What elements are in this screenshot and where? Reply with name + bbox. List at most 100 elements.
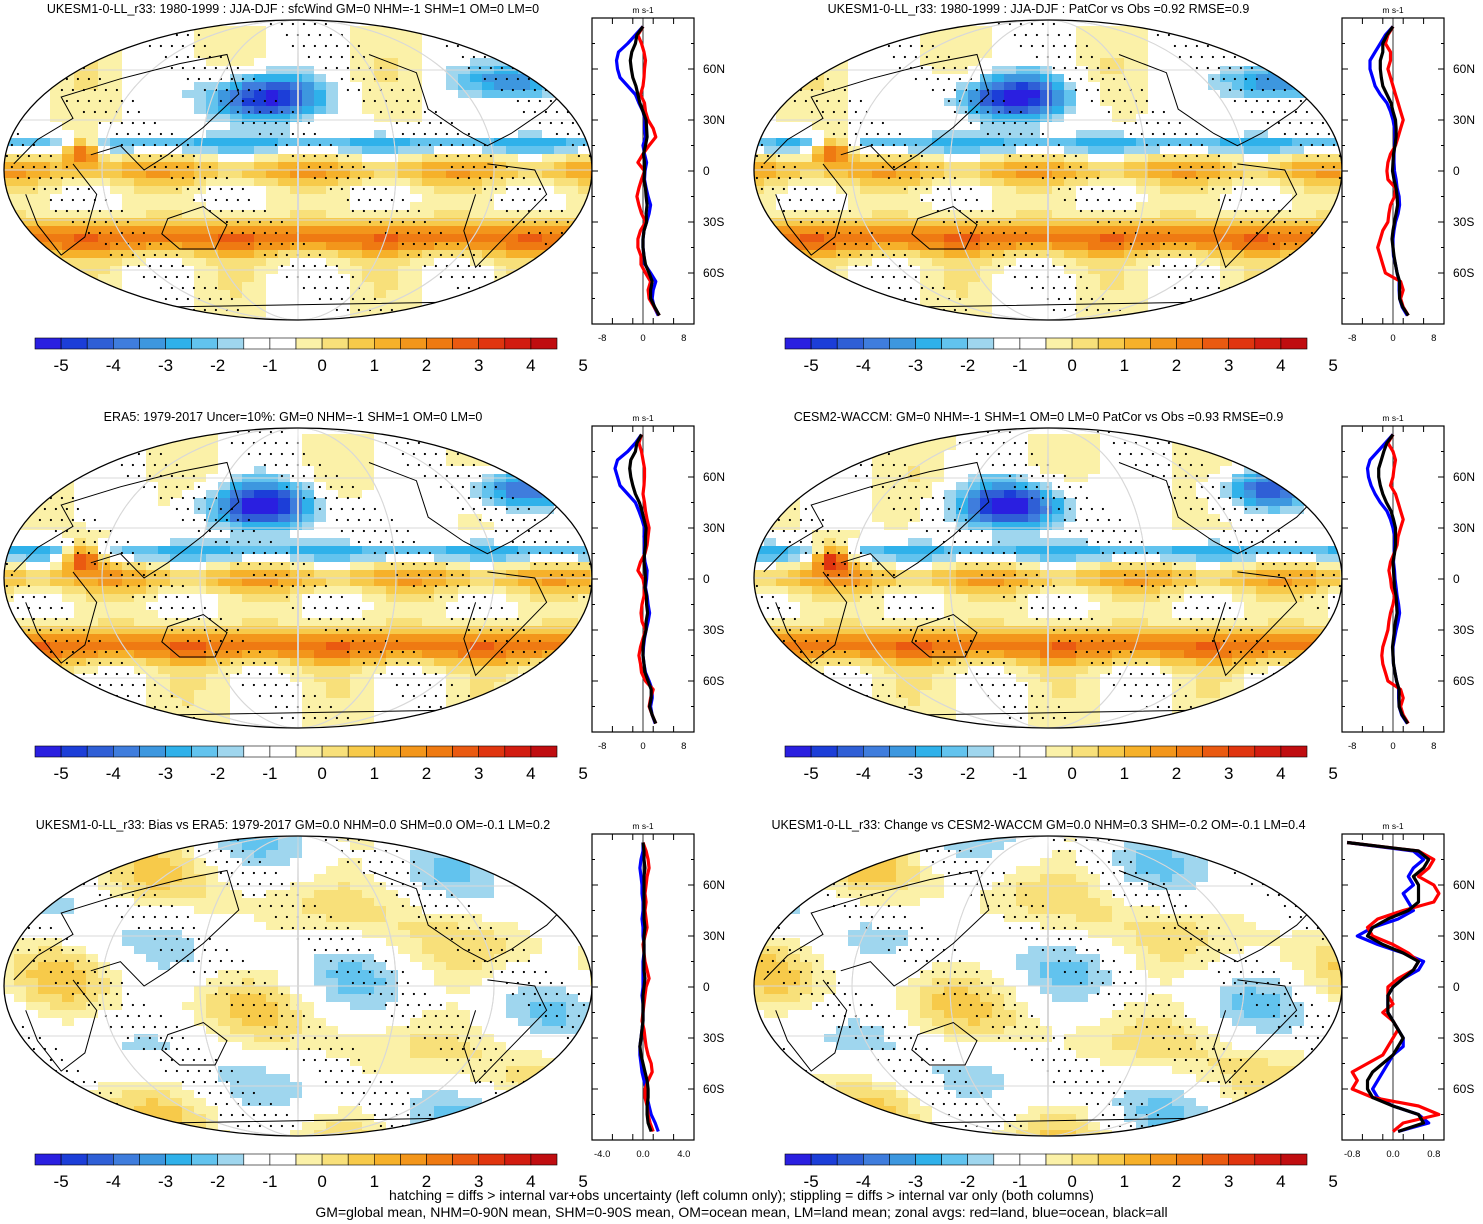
colorbar-swatch bbox=[968, 1154, 994, 1165]
colorbar-swatch bbox=[374, 338, 400, 349]
colorbar-swatch bbox=[113, 1154, 139, 1165]
colorbar-swatch bbox=[1020, 1154, 1046, 1165]
colorbar-swatch bbox=[1203, 1154, 1229, 1165]
colorbar-swatch bbox=[244, 338, 270, 349]
colorbar-swatch bbox=[505, 338, 531, 349]
colorbar-label: -2 bbox=[210, 356, 225, 375]
colorbar-label: 1 bbox=[370, 764, 379, 783]
colorbar-swatch bbox=[453, 338, 479, 349]
colorbar-swatch bbox=[479, 1154, 505, 1165]
profile-x-tick: -0.8 bbox=[1344, 1149, 1360, 1160]
colorbar-swatch bbox=[916, 1154, 942, 1165]
colorbar-swatch bbox=[296, 746, 322, 757]
colorbar-swatch bbox=[322, 1154, 348, 1165]
colorbar-swatch bbox=[785, 338, 811, 349]
colorbar-swatch bbox=[531, 746, 557, 757]
colorbar-swatch bbox=[1098, 1154, 1124, 1165]
colorbar-swatch bbox=[400, 338, 426, 349]
colorbar-swatch bbox=[1281, 1154, 1307, 1165]
profile-lat-label: 60S bbox=[703, 266, 724, 280]
colorbar-swatch bbox=[166, 1154, 192, 1165]
profile-lat-label: 60S bbox=[1453, 1082, 1474, 1096]
colorbar-swatch bbox=[374, 1154, 400, 1165]
colorbar-swatch bbox=[994, 338, 1020, 349]
profile-lat-label: 60N bbox=[1453, 470, 1475, 484]
colorbar-swatch bbox=[1072, 338, 1098, 349]
colorbar-label: -2 bbox=[210, 764, 225, 783]
colorbar-swatch bbox=[942, 338, 968, 349]
profile-unit: m s-1 bbox=[1382, 821, 1404, 831]
colorbar-swatch bbox=[35, 338, 61, 349]
profile-x-tick: 0 bbox=[1390, 333, 1395, 344]
profile-unit: m s-1 bbox=[1382, 5, 1404, 15]
colorbar-swatch bbox=[811, 746, 837, 757]
colorbar-swatch bbox=[166, 338, 192, 349]
colorbar-label: -4 bbox=[106, 356, 121, 375]
colorbar-swatch bbox=[531, 1154, 557, 1165]
colorbar-label: -1 bbox=[1012, 356, 1027, 375]
colorbar-swatch bbox=[968, 338, 994, 349]
profile-x-tick: 8 bbox=[681, 333, 686, 344]
chart-panel: UKESM1-0-LL_r33: 1980-1999 : JJA-DJF : s… bbox=[0, 0, 742, 408]
profile-x-tick: 8 bbox=[1431, 333, 1436, 344]
colorbar-label: 1 bbox=[1120, 356, 1129, 375]
colorbar-swatch bbox=[453, 746, 479, 757]
profile-lat-label: 30N bbox=[703, 113, 725, 127]
profile-lat-label: 0 bbox=[703, 572, 710, 586]
colorbar-label: -4 bbox=[856, 764, 871, 783]
profile-lat-label: 0 bbox=[703, 980, 710, 994]
colorbar-swatch bbox=[785, 1154, 811, 1165]
profile-lat-label: 60N bbox=[703, 470, 725, 484]
colorbar-swatch bbox=[1046, 1154, 1072, 1165]
colorbar-swatch bbox=[1255, 746, 1281, 757]
colorbar-swatch bbox=[968, 746, 994, 757]
colorbar-swatch bbox=[1124, 746, 1150, 757]
colorbar-label: -3 bbox=[908, 356, 923, 375]
colorbar-label: 0 bbox=[1067, 764, 1076, 783]
profile-lat-label: 60S bbox=[703, 1082, 724, 1096]
colorbar-swatch bbox=[35, 1154, 61, 1165]
colorbar-swatch bbox=[479, 338, 505, 349]
colorbar-swatch bbox=[1098, 338, 1124, 349]
colorbar-swatch bbox=[1150, 1154, 1176, 1165]
colorbar-swatch bbox=[1098, 746, 1124, 757]
profile-lat-label: 0 bbox=[1453, 572, 1460, 586]
colorbar-label: 3 bbox=[1224, 356, 1233, 375]
colorbar-label: 2 bbox=[422, 356, 431, 375]
profile-lat-label: 60N bbox=[1453, 62, 1475, 76]
profile-lat-label: 60N bbox=[703, 62, 725, 76]
colorbar-swatch bbox=[837, 746, 863, 757]
colorbar-swatch bbox=[270, 1154, 296, 1165]
colorbar-label: -5 bbox=[54, 356, 69, 375]
colorbar-label: 4 bbox=[526, 764, 535, 783]
profile-x-tick: -8 bbox=[1348, 741, 1356, 752]
colorbar-swatch bbox=[453, 1154, 479, 1165]
colorbar-label: 5 bbox=[578, 764, 587, 783]
profile-lat-label: 30N bbox=[703, 521, 725, 535]
colorbar-swatch bbox=[35, 746, 61, 757]
colorbar-swatch bbox=[1020, 746, 1046, 757]
colorbar-label: -2 bbox=[960, 356, 975, 375]
profile-x-tick: 0.8 bbox=[1427, 1149, 1440, 1160]
profile-unit: m s-1 bbox=[632, 5, 654, 15]
colorbar-swatch bbox=[400, 1154, 426, 1165]
colorbar-swatch bbox=[1281, 338, 1307, 349]
profile-x-tick: 0.0 bbox=[1386, 1149, 1399, 1160]
profile-x-tick: 4.0 bbox=[677, 1149, 690, 1160]
colorbar-swatch bbox=[139, 338, 165, 349]
colorbar-swatch bbox=[889, 746, 915, 757]
colorbar-swatch bbox=[87, 338, 113, 349]
colorbar-swatch bbox=[166, 746, 192, 757]
colorbar-swatch bbox=[87, 1154, 113, 1165]
colorbar-swatch bbox=[270, 338, 296, 349]
profile-x-tick: 0 bbox=[1390, 741, 1395, 752]
colorbar-swatch bbox=[61, 1154, 87, 1165]
colorbar-swatch bbox=[61, 338, 87, 349]
colorbar-label: 2 bbox=[422, 764, 431, 783]
